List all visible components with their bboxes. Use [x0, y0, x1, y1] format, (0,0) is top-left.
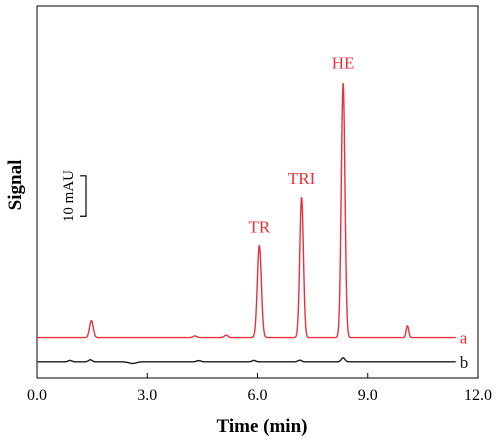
x-axis-label: Time (min) — [217, 416, 308, 437]
y-axis-label: Signal — [5, 160, 26, 211]
peak-label: TRI — [288, 169, 316, 188]
series-line-a — [37, 82, 457, 339]
series-layer — [37, 82, 457, 365]
x-tick-label: 12.0 — [464, 387, 492, 404]
series-label-a: a — [460, 329, 468, 348]
scale-bar: 10 mAU — [61, 170, 87, 222]
x-tick-label: 9.0 — [358, 387, 378, 404]
peak-label: HE — [332, 54, 355, 73]
peak-label: TR — [248, 217, 270, 236]
series-labels: ab — [460, 329, 469, 372]
scale-bar-bracket — [80, 175, 87, 217]
series-line-b — [37, 357, 457, 365]
peak-annotations: TR TRI HE — [248, 54, 354, 237]
x-tick-label: 6.0 — [248, 387, 268, 404]
scale-bar-label: 10 mAU — [61, 170, 77, 222]
plot-border — [36, 5, 479, 379]
series-label-b: b — [460, 353, 469, 372]
x-tick-label: 3.0 — [137, 387, 157, 404]
x-axis-ticks: 0.0 3.0 6.0 9.0 12.0 — [27, 373, 492, 404]
x-tick-label: 0.0 — [27, 387, 47, 404]
plot-frame — [36, 5, 479, 379]
